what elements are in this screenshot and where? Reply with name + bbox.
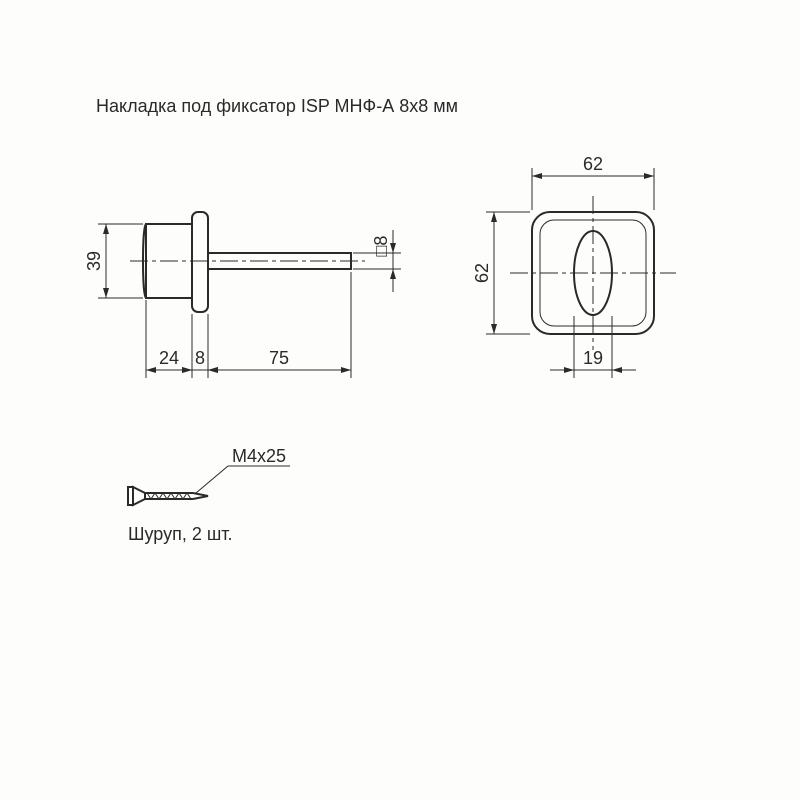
dim-shaft-length: 75 <box>269 348 289 368</box>
dim-keyhole-width: 19 <box>583 348 603 368</box>
screw-spec: М4х25 <box>232 446 286 466</box>
drawing-title: Накладка под фиксатор ISP МНФ-А 8x8 мм <box>96 96 458 116</box>
dim-front-width: 62 <box>583 154 603 174</box>
dim-knob-height: 39 <box>84 251 104 271</box>
side-plate <box>192 212 208 312</box>
front-view <box>510 196 676 350</box>
screw-tip <box>193 493 208 499</box>
screw-leader <box>196 466 228 493</box>
side-horizontal-dims: 24 8 75 <box>146 272 351 378</box>
screw-caption: Шуруп, 2 шт. <box>128 524 233 544</box>
dim-knob-depth: 24 <box>159 348 179 368</box>
dim-plate-thickness: 8 <box>195 348 205 368</box>
technical-drawing: Накладка под фиксатор ISP МНФ-А 8x8 мм 2… <box>0 0 800 800</box>
screw-drawing: М4х25 Шуруп, 2 шт. <box>128 446 290 544</box>
dim-shaft-section: □8 <box>371 236 391 257</box>
dim-front-height: 62 <box>472 263 492 283</box>
side-view <box>130 212 365 312</box>
shaft-section-dim: □8 <box>353 230 401 292</box>
screw-cone <box>133 487 145 505</box>
